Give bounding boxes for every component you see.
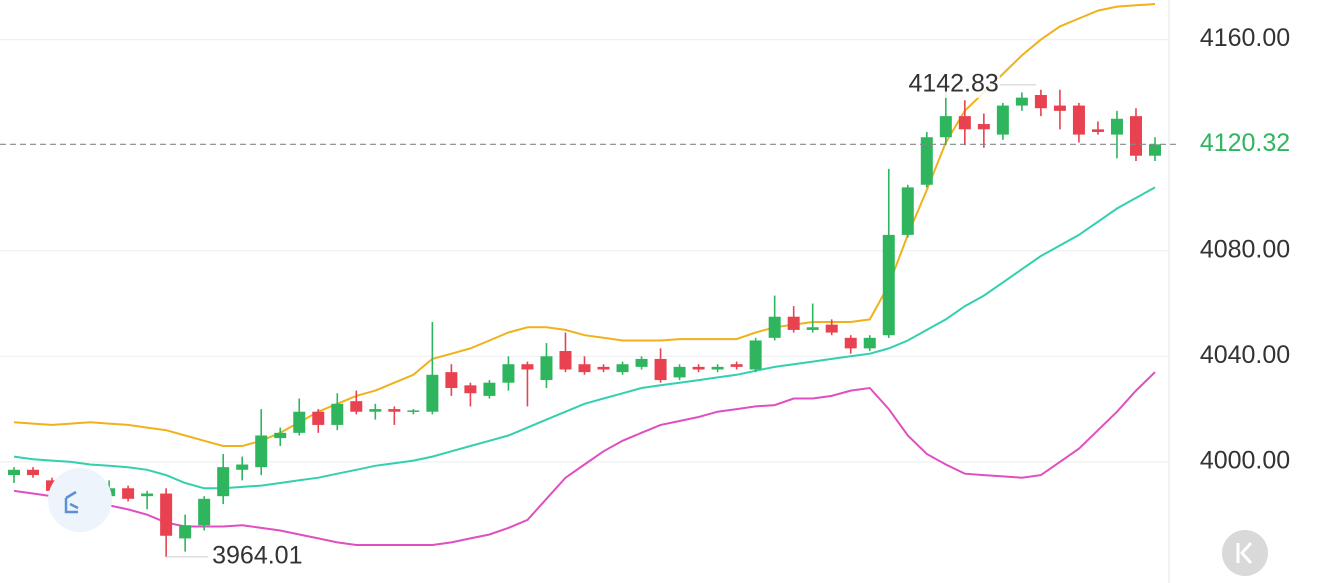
annotation-bg <box>889 69 1000 98</box>
candle-body <box>407 410 420 412</box>
candle-body <box>502 364 515 383</box>
candle-body <box>1129 116 1142 156</box>
candle-body <box>730 364 743 367</box>
candle-body <box>616 364 629 373</box>
candle-body <box>1034 95 1047 109</box>
candle-body <box>559 351 572 370</box>
low-annotation: 3964.01 <box>212 541 302 569</box>
candle-body <box>388 409 401 412</box>
candle-body <box>217 467 230 497</box>
candle-body <box>312 411 325 425</box>
candle-body <box>141 493 154 497</box>
candle-body <box>236 464 249 470</box>
candle-body <box>939 116 952 138</box>
indicator-button[interactable] <box>48 468 112 532</box>
band-line <box>13 186 1156 490</box>
button-icon <box>64 490 79 514</box>
candle-body <box>768 316 781 338</box>
candle-body <box>692 366 705 370</box>
last-price-label: 4120.32 <box>1200 129 1290 157</box>
candle-body <box>825 324 838 333</box>
y-tick-label: 4160.00 <box>1200 24 1290 52</box>
candle-body <box>597 366 610 370</box>
candle-body <box>920 137 933 185</box>
high-annotation: 4142.83 <box>908 70 998 98</box>
y-tick-label: 4080.00 <box>1200 235 1290 263</box>
candle-body <box>901 187 914 235</box>
candle-body <box>749 340 762 370</box>
candle-body <box>1072 105 1085 135</box>
y-tick-label: 4040.00 <box>1200 341 1290 369</box>
candle-body <box>274 432 287 439</box>
button-circle[interactable] <box>1222 530 1268 576</box>
candle-body <box>350 401 363 412</box>
candle-body <box>464 385 477 394</box>
candle-body <box>958 116 971 130</box>
candle-body <box>578 364 591 373</box>
candle-body <box>787 316 800 330</box>
button-circle[interactable] <box>48 468 112 532</box>
button-icon <box>1236 541 1253 565</box>
candle-body <box>255 435 268 468</box>
candle-body <box>122 488 135 499</box>
candle-body <box>654 358 667 381</box>
candle-body <box>445 372 458 388</box>
candle-body <box>179 525 192 539</box>
candle-body <box>426 374 439 412</box>
candle-body <box>160 493 173 536</box>
labels: 4000.00 4040.00 4080.00 4160.00 4142.83 3964.… <box>0 24 1290 569</box>
candle-body <box>521 364 534 370</box>
candle-body <box>635 358 648 367</box>
candle-body <box>1053 105 1066 111</box>
candle-body <box>540 356 553 381</box>
candle-body <box>844 337 857 349</box>
candle-body <box>1015 97 1028 106</box>
jump-back-button[interactable] <box>1222 530 1268 576</box>
candle-body <box>711 366 724 370</box>
candle-body <box>977 124 990 130</box>
candle-body <box>483 382 496 396</box>
candle-body <box>369 409 382 412</box>
candle-body <box>882 234 895 336</box>
candle-body <box>1110 118 1123 135</box>
candle-body <box>198 498 211 526</box>
y-tick-label: 4000.00 <box>1200 446 1290 474</box>
candle-body <box>27 469 40 476</box>
candle-body <box>8 469 20 476</box>
candle-body <box>1149 144 1161 156</box>
candle-body <box>806 327 819 330</box>
candle-body <box>1091 129 1104 132</box>
candle-body <box>996 105 1009 135</box>
candle-body <box>673 366 686 378</box>
candle-body <box>863 337 876 349</box>
candle-body <box>293 411 306 433</box>
candle-body <box>331 403 344 425</box>
